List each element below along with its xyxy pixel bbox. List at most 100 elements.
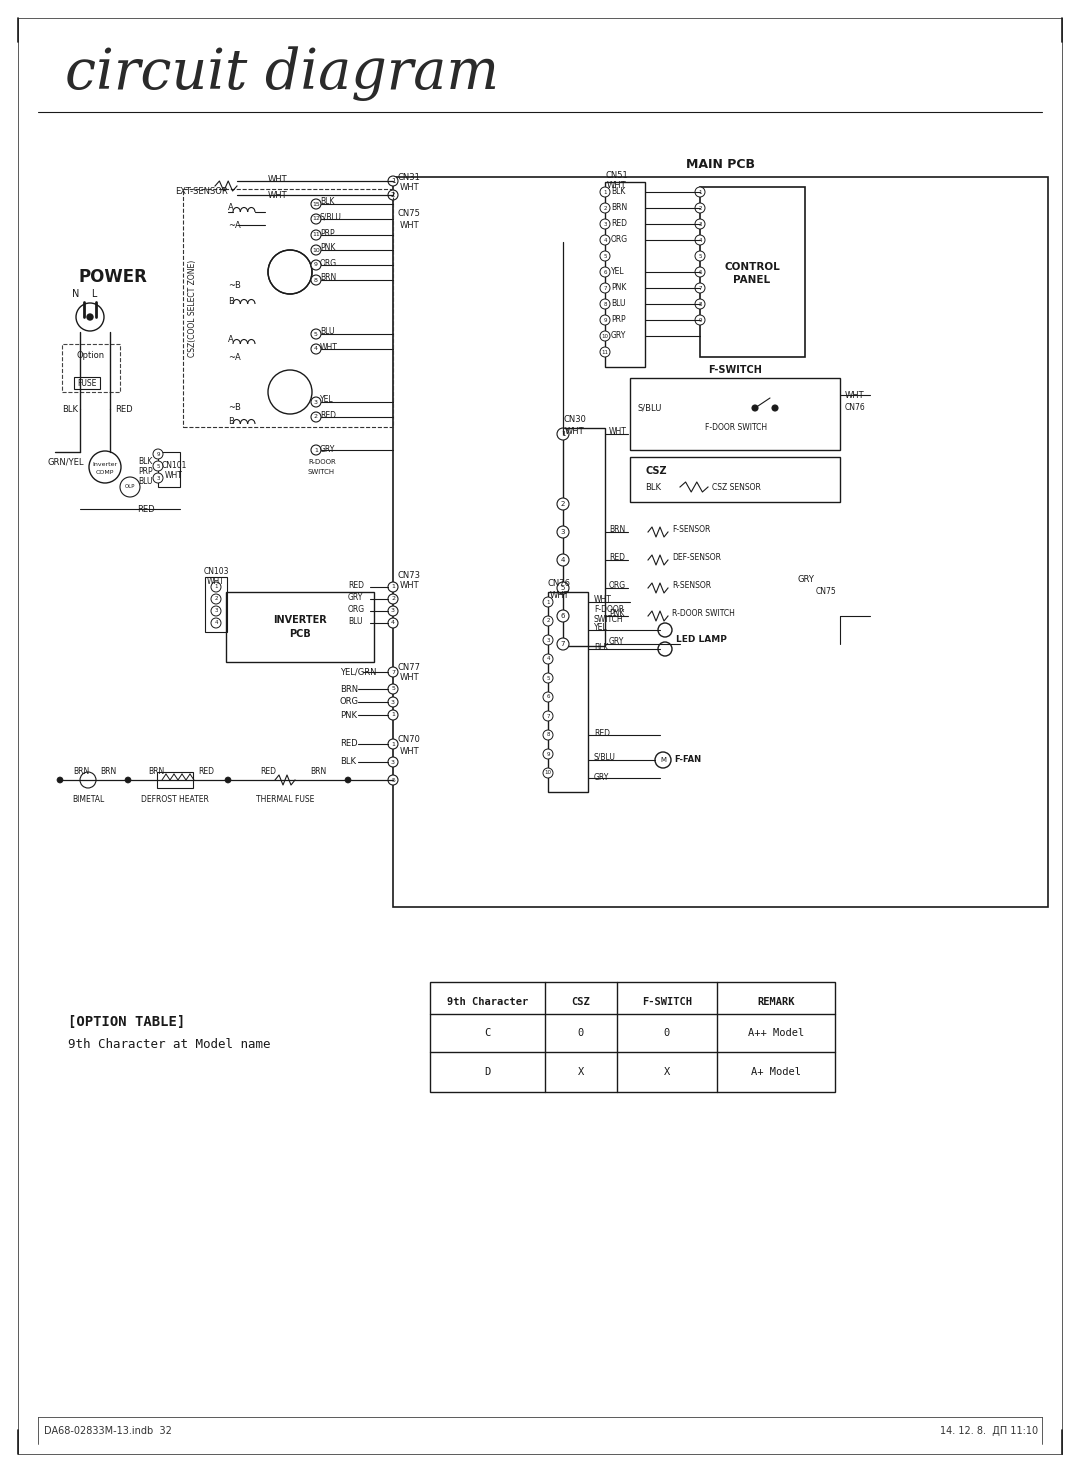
Text: 4: 4 <box>699 237 702 243</box>
Text: ORG: ORG <box>609 580 626 589</box>
Circle shape <box>388 667 399 677</box>
Text: REMARK: REMARK <box>757 997 795 1007</box>
Text: 9: 9 <box>546 752 550 757</box>
Circle shape <box>268 250 312 294</box>
Text: CN76: CN76 <box>548 580 571 589</box>
Text: 6: 6 <box>546 695 550 699</box>
Text: 8: 8 <box>546 733 550 737</box>
Text: INVERTER: INVERTER <box>273 615 327 626</box>
Text: BLK: BLK <box>611 187 625 196</box>
Text: 4: 4 <box>214 621 218 626</box>
Text: R-DOOR SWITCH: R-DOOR SWITCH <box>672 608 734 617</box>
Circle shape <box>57 777 63 783</box>
Text: 8: 8 <box>699 302 702 306</box>
Text: A: A <box>228 203 233 212</box>
Circle shape <box>557 526 569 537</box>
Text: CN73: CN73 <box>399 571 421 580</box>
Circle shape <box>696 236 705 244</box>
Text: 9: 9 <box>699 318 702 322</box>
Text: 11: 11 <box>312 233 320 237</box>
Text: WHT: WHT <box>400 221 420 230</box>
Text: BLK: BLK <box>320 197 335 206</box>
Text: 5: 5 <box>391 686 395 692</box>
Text: 5: 5 <box>604 253 607 259</box>
Circle shape <box>600 187 610 197</box>
Circle shape <box>211 606 221 615</box>
Text: SWITCH: SWITCH <box>594 615 623 624</box>
Text: GRY: GRY <box>320 446 336 455</box>
Text: ORG: ORG <box>340 698 359 707</box>
Text: CSZ: CSZ <box>571 997 591 1007</box>
Text: PRP: PRP <box>320 228 335 237</box>
Circle shape <box>388 774 399 785</box>
Text: ORG: ORG <box>320 259 337 268</box>
Circle shape <box>388 190 399 200</box>
Text: 14. 12. 8.  ДП 11:10: 14. 12. 8. ДП 11:10 <box>940 1426 1038 1437</box>
Text: 2: 2 <box>391 191 395 199</box>
Text: 1: 1 <box>214 584 218 589</box>
Bar <box>630 378 840 450</box>
Circle shape <box>600 347 610 358</box>
Text: PRP: PRP <box>138 468 152 477</box>
Text: A+ Model: A+ Model <box>751 1067 801 1078</box>
Text: RED: RED <box>137 505 154 514</box>
Text: 7: 7 <box>561 640 565 648</box>
Circle shape <box>388 618 399 629</box>
Text: BLK: BLK <box>62 405 78 414</box>
Circle shape <box>543 692 553 702</box>
Circle shape <box>311 344 321 353</box>
Circle shape <box>658 642 672 657</box>
Text: GRY: GRY <box>609 636 624 646</box>
Circle shape <box>388 581 399 592</box>
Circle shape <box>696 299 705 309</box>
Text: A: A <box>228 334 233 343</box>
Circle shape <box>557 581 569 595</box>
Text: Inverter: Inverter <box>93 462 118 467</box>
Text: S/BLU: S/BLU <box>320 212 342 221</box>
Text: [OPTION TABLE]: [OPTION TABLE] <box>68 1016 186 1029</box>
Circle shape <box>543 730 553 740</box>
Circle shape <box>311 199 321 209</box>
Text: S/BLU: S/BLU <box>594 752 616 761</box>
Text: 4: 4 <box>546 657 550 661</box>
Text: 1: 1 <box>391 712 395 717</box>
Circle shape <box>345 777 351 783</box>
Text: WHT: WHT <box>268 175 287 184</box>
Text: X: X <box>664 1067 670 1078</box>
Text: 1: 1 <box>604 190 607 194</box>
Text: 2: 2 <box>561 500 565 506</box>
Text: CN103: CN103 <box>203 568 229 577</box>
Text: CN101: CN101 <box>162 461 187 470</box>
Text: RED: RED <box>198 767 214 777</box>
Text: OLP: OLP <box>125 484 135 490</box>
Text: RED: RED <box>320 411 336 420</box>
Text: WHT: WHT <box>400 746 420 755</box>
Text: 3: 3 <box>314 399 318 405</box>
Circle shape <box>696 315 705 325</box>
Text: BRN: BRN <box>609 524 625 533</box>
Circle shape <box>211 595 221 604</box>
Circle shape <box>388 710 399 720</box>
Text: YEL: YEL <box>594 624 608 633</box>
Circle shape <box>557 428 569 440</box>
Text: RED: RED <box>114 405 133 414</box>
Text: COMP: COMP <box>96 471 114 475</box>
Text: BRN: BRN <box>310 767 326 777</box>
Circle shape <box>388 757 399 767</box>
Text: CN75: CN75 <box>816 587 837 596</box>
Circle shape <box>600 236 610 244</box>
Circle shape <box>696 203 705 213</box>
Text: BRN: BRN <box>148 767 164 777</box>
Text: 7: 7 <box>699 286 702 290</box>
Circle shape <box>600 203 610 213</box>
Bar <box>563 428 605 646</box>
Text: WHT: WHT <box>565 427 584 436</box>
Circle shape <box>211 581 221 592</box>
Text: 11: 11 <box>602 349 608 355</box>
Circle shape <box>600 266 610 277</box>
Text: FUSE: FUSE <box>78 378 97 387</box>
Text: 5: 5 <box>391 777 395 783</box>
Text: 1: 1 <box>391 742 395 746</box>
Circle shape <box>600 219 610 230</box>
Circle shape <box>600 283 610 293</box>
